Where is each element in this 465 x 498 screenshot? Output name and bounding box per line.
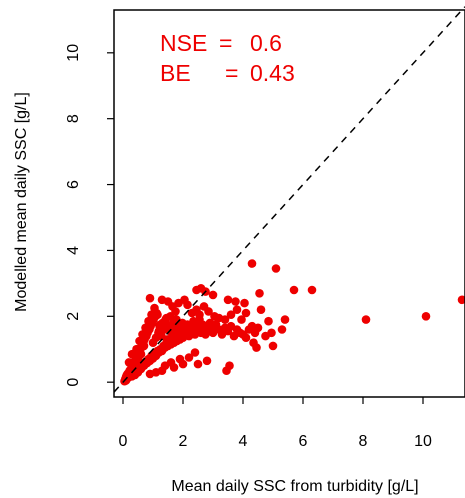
data-point	[223, 295, 233, 305]
data-point	[151, 333, 161, 343]
y-tick-label: 6	[65, 180, 82, 189]
data-point	[192, 285, 201, 295]
data-point	[141, 323, 150, 333]
data-point	[138, 330, 147, 339]
data-point	[190, 348, 200, 357]
one-to-one-line	[113, 6, 465, 393]
data-point	[162, 313, 171, 323]
be-value: 0.43	[250, 60, 295, 86]
y-tick-label: 10	[65, 44, 82, 62]
data-point	[241, 308, 251, 318]
y-tick-label: 2	[65, 312, 82, 321]
plot-border	[113, 9, 465, 398]
data-point	[256, 305, 266, 315]
data-point	[231, 297, 240, 306]
x-axis-label: Mean daily SSC from turbidity [g/L]	[171, 478, 418, 495]
data-point	[361, 315, 371, 324]
y-axis: 0 2 4 6 8 10	[65, 44, 114, 387]
x-tick-label: 6	[299, 433, 308, 450]
y-tick-label: 4	[65, 246, 82, 255]
x-tick-label: 0	[119, 433, 128, 450]
nse-equals: =	[219, 30, 232, 56]
data-point	[253, 323, 263, 333]
data-point	[202, 356, 212, 366]
data-point	[421, 312, 431, 321]
data-point	[208, 290, 218, 300]
data-point	[268, 341, 278, 351]
data-point	[183, 300, 192, 310]
data-point	[171, 307, 180, 316]
x-tick-label: 10	[414, 433, 432, 450]
y-tick-label: 8	[65, 114, 82, 123]
data-point	[193, 359, 203, 369]
be-label: BE	[160, 60, 191, 86]
data-point	[157, 366, 167, 376]
x-tick-label: 2	[179, 433, 188, 450]
x-tick-label: 8	[359, 433, 368, 450]
data-point	[121, 372, 131, 382]
data-point	[178, 359, 188, 369]
data-point	[232, 305, 242, 315]
data-point	[457, 295, 465, 305]
data-point	[247, 259, 257, 268]
data-point	[204, 307, 213, 316]
y-tick-label: 0	[65, 378, 82, 387]
data-point	[145, 369, 155, 379]
data-point	[255, 289, 264, 298]
y-axis-label: Modelled mean daily SSC [g/L]	[13, 92, 30, 312]
points-layer	[120, 259, 465, 386]
x-axis: 0 2 4 6 8 10	[119, 397, 432, 450]
data-point	[222, 366, 231, 376]
data-point	[145, 293, 155, 303]
data-point	[280, 315, 290, 324]
data-point	[237, 315, 246, 324]
data-point	[264, 316, 273, 326]
data-point	[144, 316, 153, 326]
data-point	[195, 310, 204, 320]
data-point	[139, 341, 149, 351]
data-point	[271, 264, 281, 273]
data-point	[252, 343, 261, 352]
data-point	[261, 331, 270, 341]
data-point	[169, 363, 179, 372]
nse-label: NSE	[160, 30, 207, 56]
data-point	[277, 325, 287, 334]
data-point	[156, 320, 165, 329]
data-point	[147, 310, 156, 320]
x-tick-label: 4	[239, 433, 248, 450]
data-point	[226, 310, 236, 320]
data-point	[184, 353, 194, 362]
data-point	[153, 310, 162, 320]
data-point	[307, 285, 317, 295]
be-equals: =	[225, 60, 238, 86]
nse-value: 0.6	[250, 30, 282, 56]
data-point	[289, 285, 299, 295]
data-point	[220, 315, 230, 324]
data-point	[150, 303, 159, 313]
data-point	[241, 333, 251, 343]
data-point	[240, 298, 249, 308]
data-point	[154, 326, 164, 336]
